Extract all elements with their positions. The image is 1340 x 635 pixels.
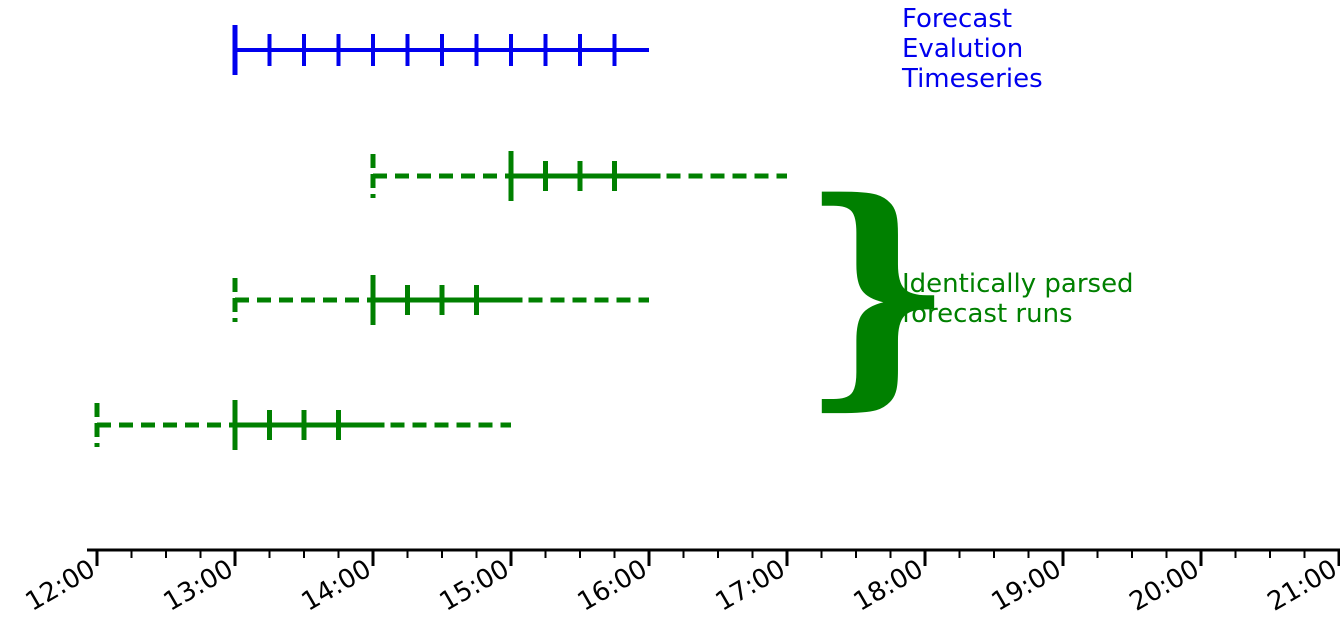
evaluation-label-line-2: Evalution (902, 34, 1024, 64)
runs-brace: } (800, 149, 955, 431)
axis-tick-label: 15:00 (435, 554, 515, 617)
axis-tick-label: 17:00 (711, 554, 791, 617)
runs-label-line-2: forecast runs (902, 299, 1073, 329)
axis-tick-label: 20:00 (1125, 554, 1205, 617)
evaluation-label-line-3: Timeseries (902, 64, 1043, 94)
evaluation-timeseries-label: Forecast Evalution Timeseries (902, 4, 1043, 94)
axis-tick-label: 14:00 (297, 554, 377, 617)
axis-tick-label: 21:00 (1263, 554, 1340, 617)
axis-tick-label: 19:00 (987, 554, 1067, 617)
axis-tick-label: 18:00 (849, 554, 929, 617)
axis-tick-label: 12:00 (21, 554, 101, 617)
axis-tick-label: 13:00 (159, 554, 239, 617)
axis-tick-label: 16:00 (573, 554, 653, 617)
runs-label-line-1: Identically parsed (902, 269, 1134, 299)
forecast-runs-label: Identically parsed forecast runs (902, 269, 1134, 329)
evaluation-label-line-1: Forecast (902, 4, 1013, 34)
